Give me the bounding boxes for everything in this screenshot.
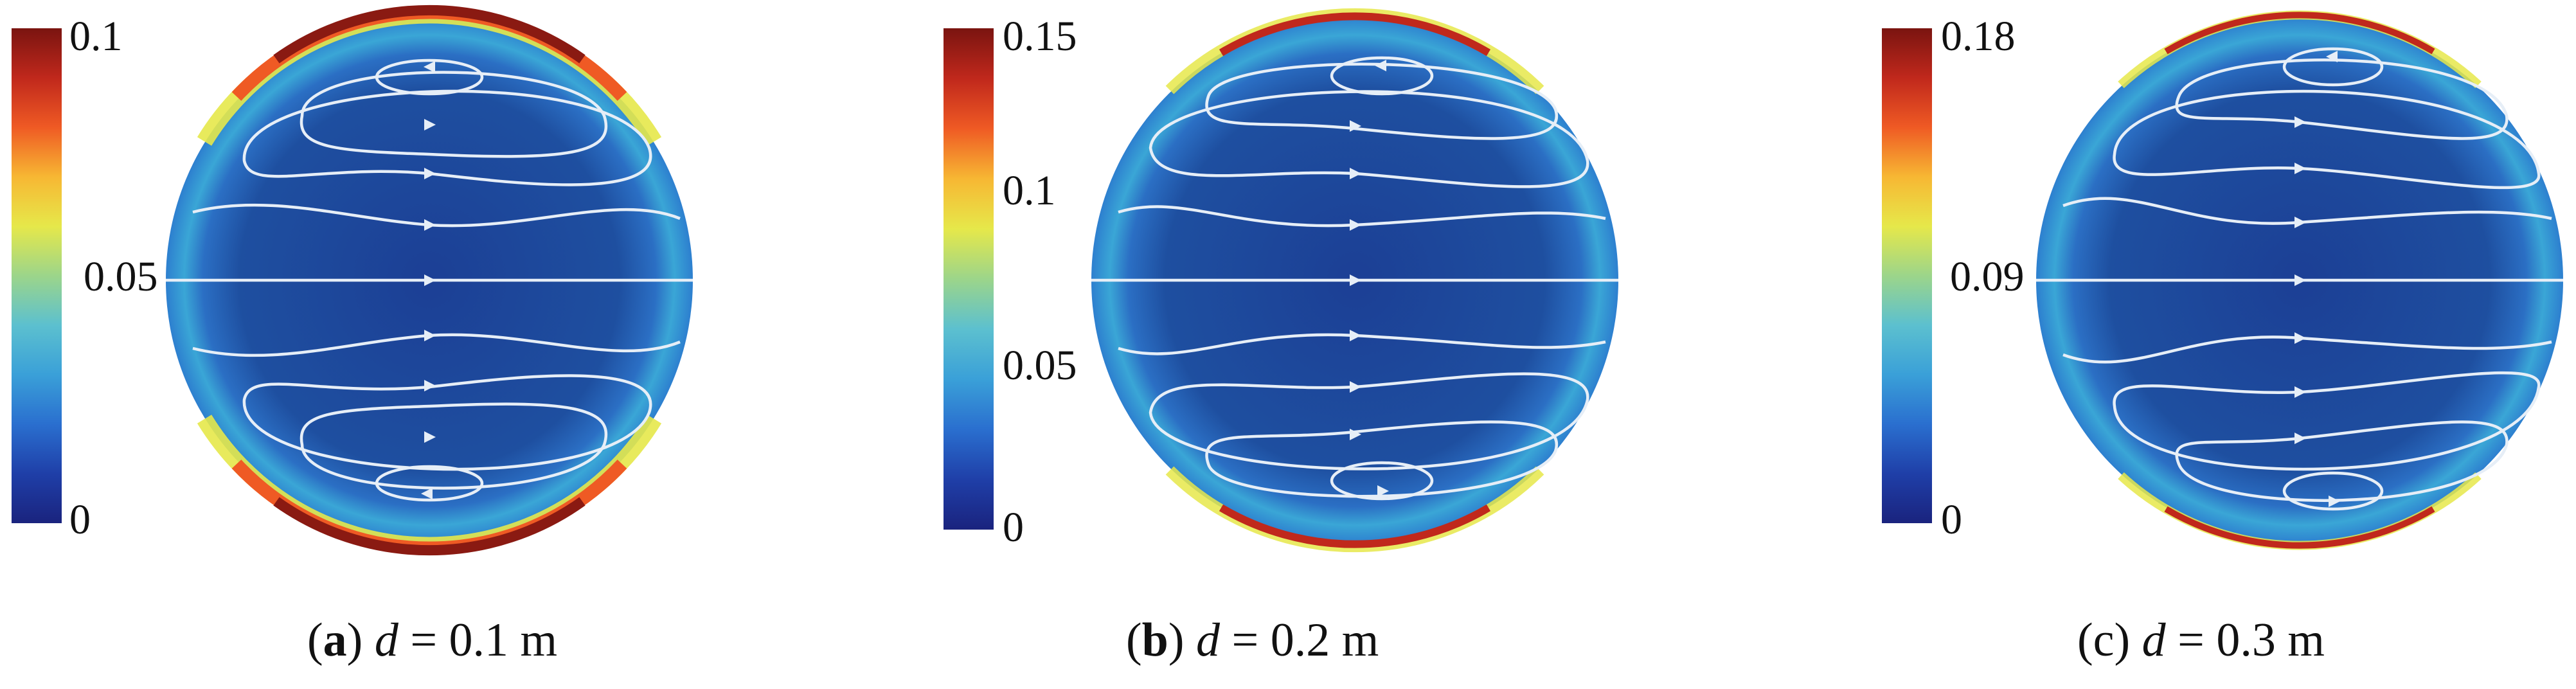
caption-a-rest: = 0.1 m bbox=[398, 614, 558, 667]
caption-b-var: d bbox=[1195, 614, 1220, 667]
flow-field-a bbox=[166, 4, 693, 556]
caption-b-rest: = 0.2 m bbox=[1219, 614, 1379, 667]
colorbar-c bbox=[1882, 28, 1932, 523]
colorbar-b-low-label: 0.05 bbox=[1003, 342, 1077, 389]
caption-a: (a) d = 0.1 m bbox=[307, 613, 557, 671]
caption-b-letter: b bbox=[1141, 614, 1168, 667]
colorbar-c-max-label: 0.18 bbox=[1941, 13, 2016, 60]
colorbar-a-mid-label: 0.05 bbox=[84, 253, 158, 300]
panel-a: 0.1 0.05 0 bbox=[12, 4, 693, 556]
colorbar-c-min-label: 0 bbox=[1941, 496, 1962, 543]
caption-c-rest: = 0.3 m bbox=[2165, 614, 2325, 667]
caption-c-open: (c) bbox=[2077, 614, 2142, 667]
figure: 0.1 0.05 0 bbox=[12, 4, 2563, 556]
panel-c: 0.18 0.09 0 bbox=[1882, 10, 2563, 550]
colorbar-b-mid-label: 0.1 bbox=[1003, 167, 1056, 214]
caption-c: (c) d = 0.3 m bbox=[2077, 613, 2325, 671]
colorbar-a bbox=[12, 28, 62, 523]
caption-c-var: d bbox=[2142, 614, 2166, 667]
colorbar-b-min-label: 0 bbox=[1003, 504, 1024, 551]
colorbar-b-max-label: 0.15 bbox=[1003, 13, 1077, 60]
colorbar-b bbox=[944, 28, 994, 530]
caption-a-var: d bbox=[374, 614, 398, 667]
flow-field-b bbox=[1091, 8, 1618, 553]
colorbar-a-max-label: 0.1 bbox=[69, 13, 123, 60]
flow-field-c bbox=[2036, 10, 2563, 550]
caption-a-close: ) bbox=[346, 614, 363, 667]
caption-a-open: ( bbox=[307, 614, 323, 667]
caption-a-letter: a bbox=[323, 614, 347, 667]
caption-b-open: ( bbox=[1126, 614, 1142, 667]
panel-b: 0.15 0.1 0.05 0 bbox=[944, 8, 1618, 553]
caption-b: (b) d = 0.2 m bbox=[1126, 613, 1379, 671]
colorbar-c-mid-label: 0.09 bbox=[1950, 253, 2025, 300]
caption-b-close: ) bbox=[1168, 614, 1185, 667]
colorbar-a-min-label: 0 bbox=[69, 496, 91, 543]
